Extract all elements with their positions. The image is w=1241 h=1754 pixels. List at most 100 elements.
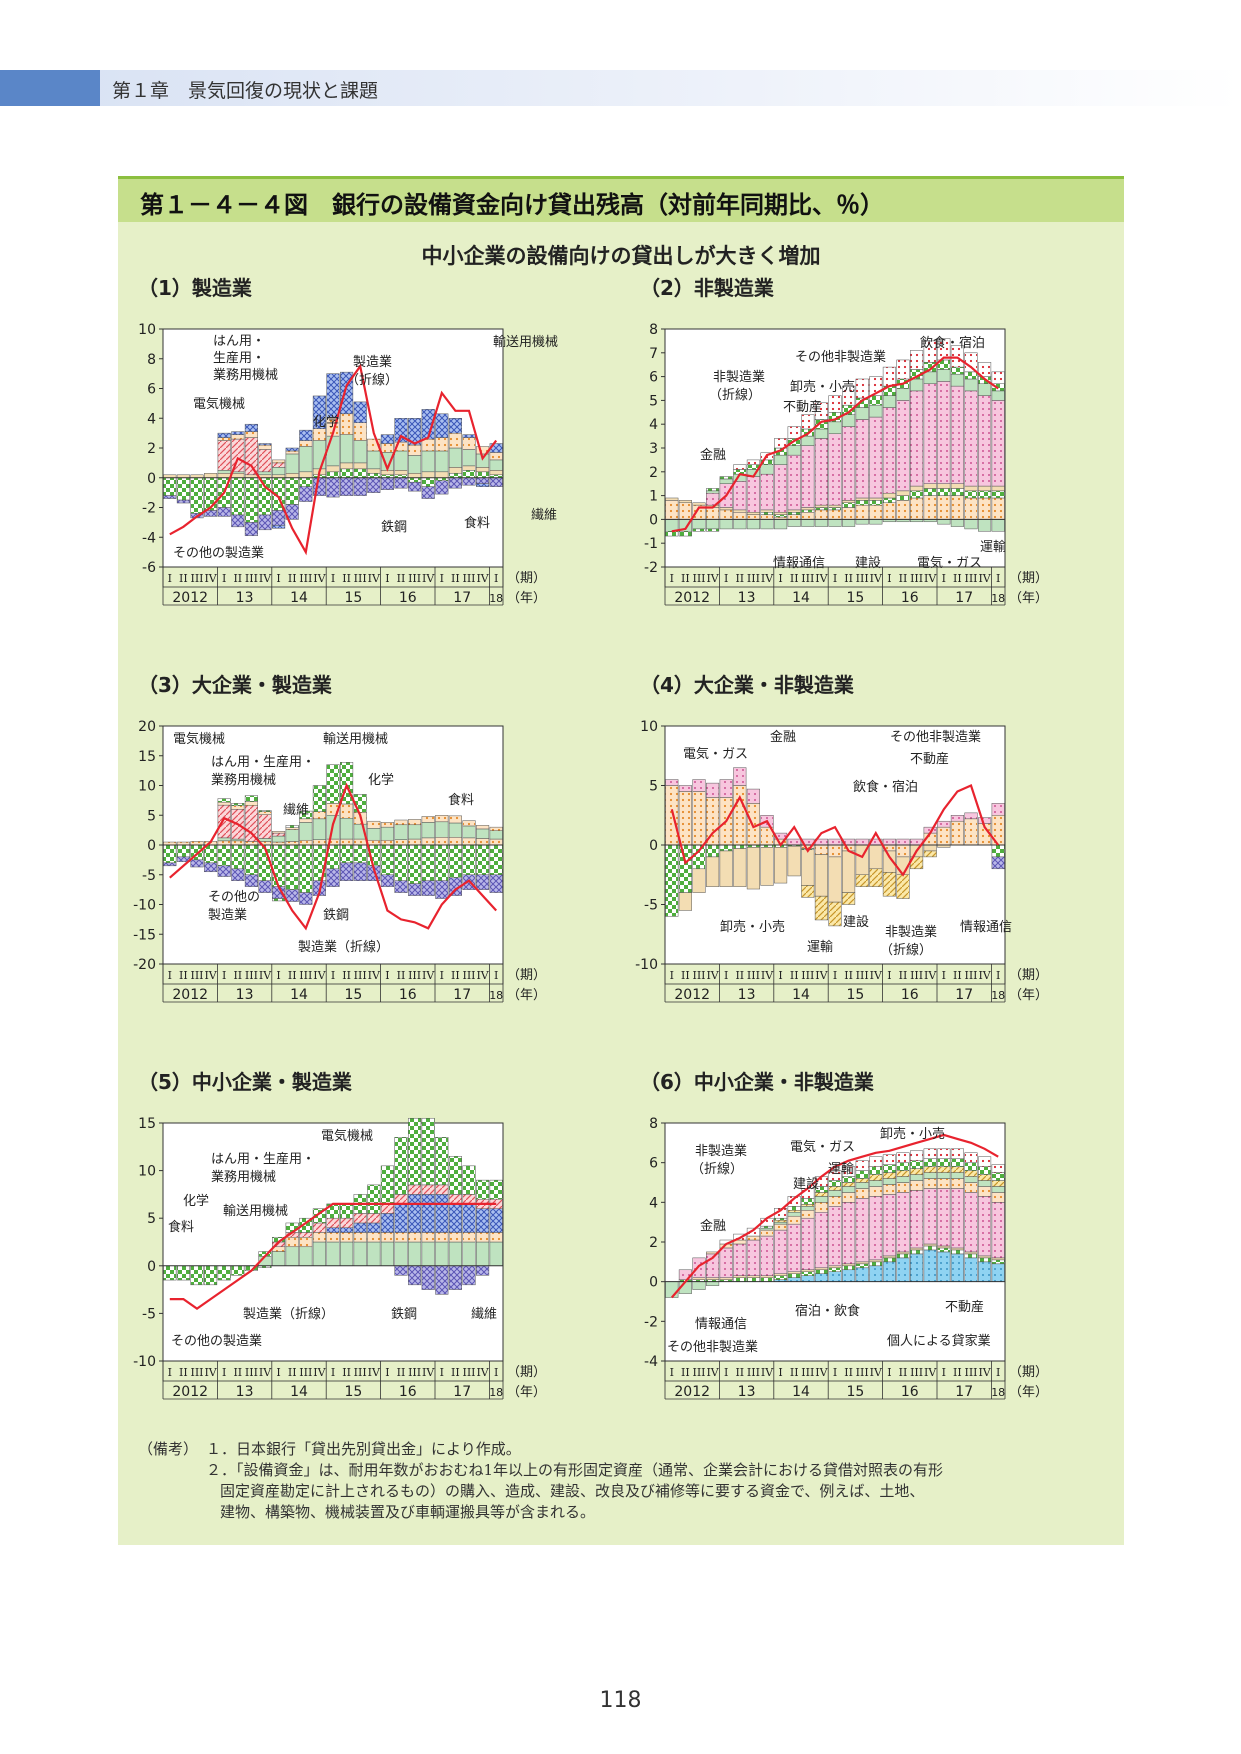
- bar-segment-6: [326, 1217, 340, 1228]
- x-year-label: 14: [290, 987, 308, 1003]
- bar-segment-1: [937, 1251, 951, 1282]
- x-quarter-label: II: [233, 572, 242, 585]
- y-tick-label: -2: [142, 501, 156, 517]
- x-quarter-label: I: [276, 572, 280, 585]
- annotation-label: 化学: [183, 1193, 209, 1209]
- bar-segment-0: [692, 519, 706, 530]
- bar-segment-4: [733, 767, 747, 786]
- bar-segment-0: [299, 844, 313, 893]
- bar-segment-2: [869, 1261, 883, 1267]
- bar-segment-5: [448, 1203, 462, 1233]
- bar-segment-0: [272, 844, 286, 887]
- x-quarter-label: II: [790, 1366, 799, 1379]
- bar-segment-5: [421, 438, 435, 452]
- x-quarter-label: II: [844, 572, 853, 585]
- bar-segment-6: [285, 447, 299, 452]
- bar-segment-3: [896, 1251, 910, 1255]
- bar-segment-1: [476, 1265, 490, 1276]
- bar-segment-2: [448, 467, 462, 474]
- x-quarter-label: I: [942, 1366, 946, 1379]
- bar-segment-5: [882, 395, 896, 408]
- x-quarter-label: III: [856, 969, 869, 982]
- bar-segment-8: [760, 1225, 774, 1229]
- x-quarter-label: IV: [870, 572, 883, 585]
- bar-segment-5: [462, 1203, 476, 1233]
- x-quarter-label: II: [681, 969, 690, 982]
- bar-segment-5: [244, 431, 258, 438]
- x-quarter-label: III: [910, 1366, 923, 1379]
- bar-segment-9: [950, 1148, 964, 1159]
- x-quarter-label: II: [844, 1366, 853, 1379]
- x-quarter-label: I: [494, 1366, 498, 1379]
- bar-segment-2: [801, 849, 815, 886]
- x-quarter-label: IV: [368, 969, 381, 982]
- bar-segment-4: [801, 445, 815, 508]
- bar-segment-9: [855, 1160, 869, 1171]
- bar-segment-3: [896, 490, 910, 496]
- bar-segment-4: [950, 1188, 964, 1249]
- annotation-label: 繊維: [531, 507, 557, 523]
- bar-segment-3: [855, 1261, 869, 1265]
- x-year-label: 2012: [674, 987, 710, 1003]
- bar-segment-4: [910, 1190, 924, 1249]
- bar-segment-6: [882, 1178, 896, 1185]
- bar-segment-4: [231, 838, 245, 842]
- x-year-label: 13: [236, 1384, 254, 1400]
- bar-segment-4: [217, 440, 231, 471]
- y-tick-label: 0: [147, 1259, 156, 1275]
- bar-segment-6: [231, 805, 245, 810]
- x-quarter-label: IV: [204, 1366, 217, 1379]
- x-quarter-label: II: [790, 572, 799, 585]
- bar-segment-6: [421, 816, 435, 823]
- bar-segment-0: [678, 791, 692, 846]
- x-quarter-label: IV: [368, 1366, 381, 1379]
- bar-segment-4: [910, 390, 924, 487]
- bar-segment-0: [367, 473, 381, 479]
- bar-segment-3: [896, 874, 910, 899]
- bar-segment-8: [923, 1158, 937, 1167]
- bar-segment-1: [299, 486, 313, 502]
- bar-segment-7: [964, 1170, 978, 1177]
- bar-segment-1: [204, 862, 218, 873]
- x-quarter-label: III: [408, 969, 421, 982]
- bar-segment-1: [910, 1253, 924, 1282]
- bar-segment-1: [828, 1271, 842, 1282]
- x-year-label: 18: [489, 1386, 503, 1399]
- bar-segment-0: [353, 844, 367, 864]
- bar-segment-5: [950, 373, 964, 387]
- bar-segment-8: [814, 402, 828, 420]
- x-quarter-label: II: [288, 572, 297, 585]
- x-quarter-label: IV: [368, 572, 381, 585]
- bar-segment-2: [231, 473, 245, 479]
- bar-segment-4: [978, 395, 992, 487]
- bar-segment-6: [787, 1212, 801, 1217]
- figure-panel: 第１－４－４図 銀行の設備資金向け貸出残高（対前年同期比、％） 中小企業の設備向…: [118, 176, 1124, 1545]
- bar-segment-1: [910, 497, 924, 520]
- bar-segment-7: [801, 1204, 815, 1207]
- bar-segment-2: [923, 488, 937, 496]
- bar-segment-1: [258, 880, 272, 893]
- bar-segment-3: [299, 839, 313, 846]
- bar-segment-4: [814, 438, 828, 506]
- x-quarter-label: I: [276, 1366, 280, 1379]
- bar-segment-4: [285, 1236, 299, 1248]
- bar-segment-5: [367, 1222, 381, 1233]
- bar-segment-2: [285, 473, 299, 479]
- bar-segment-1: [665, 844, 679, 917]
- bar-segment-3: [408, 1241, 422, 1267]
- bar-segment-3: [448, 837, 462, 846]
- bar-segment-4: [380, 1232, 394, 1243]
- bar-segment-9: [828, 1170, 842, 1181]
- y-tick-label: 10: [640, 719, 658, 735]
- bar-segment-6: [258, 811, 272, 815]
- bar-segment-5: [760, 464, 774, 475]
- bar-segment-3: [692, 502, 706, 506]
- x-quarter-label: III: [299, 969, 312, 982]
- bar-segment-5: [964, 378, 978, 392]
- x-year-label: 14: [290, 590, 308, 606]
- bar-segment-6: [950, 366, 964, 375]
- bar-segment-4: [272, 462, 286, 468]
- bar-segment-1: [882, 1261, 896, 1282]
- bar-segment-4: [244, 437, 258, 476]
- x-quarter-label: IV: [422, 1366, 435, 1379]
